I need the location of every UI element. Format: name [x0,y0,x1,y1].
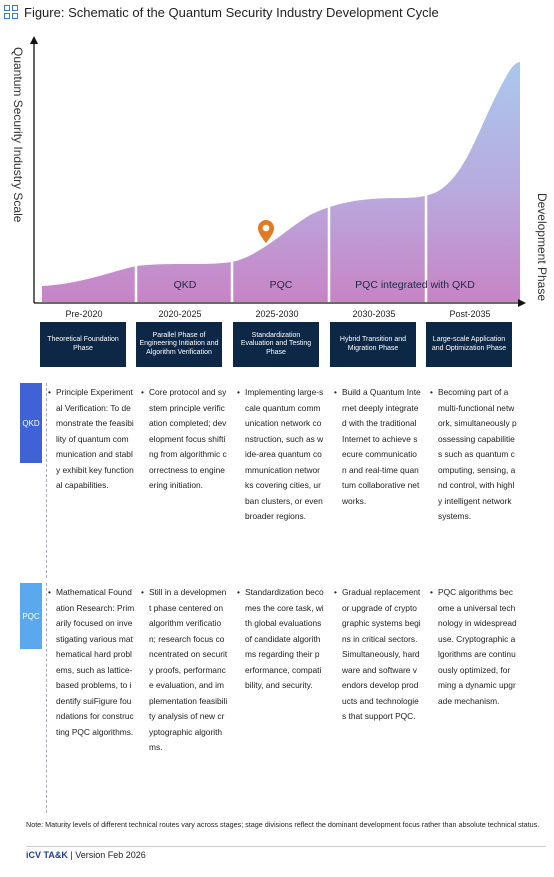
footer: iCV TA&K | Version Feb 2026 [26,850,146,860]
pqc-cell: Mathematical Foundation Research: Primar… [47,585,135,740]
qkd-cell: Core protocol and system principle verif… [140,385,228,494]
x-axis-label: Development Phase [535,192,549,302]
development-chart [30,36,526,307]
cell-text: Principle Experimental Verification: To … [48,385,135,494]
y-axis-arrow [30,36,38,44]
qkd-cell: Build a Quantum Internet deeply integrat… [333,385,421,509]
period-label: 2025-2030 [255,309,299,319]
y-axis-label: Quantum Security Industry Scale [11,47,25,223]
phase-box: Standardization Evaluation and Testing P… [233,322,319,367]
period-label: 2020-2025 [158,309,202,319]
phase-box: Theoretical Foundation Phase [40,322,126,367]
row-divider [46,583,47,813]
phase-dividers [134,150,428,302]
figure-title: Figure: Schematic of the Quantum Securit… [4,2,439,22]
industry-area [42,62,520,302]
row-tag-qkd: QKD [20,383,42,463]
cell-text: PQC algorithms become a universal techno… [430,585,517,709]
cell-text: Gradual replacement or upgrade of crypto… [334,585,421,725]
cell-text: Still in a development phase centered on… [141,585,228,756]
figure-title-text: Figure: Schematic of the Quantum Securit… [24,4,439,20]
phase-box: Hybrid Transition and Migration Phase [330,322,416,367]
qkd-cell: Becoming part of a multi-functional netw… [429,385,517,525]
pqc-cell: Standardization becomes the core task, w… [236,585,324,694]
cell-text: Implementing large-scale quantum communi… [237,385,324,525]
cell-text: Core protocol and system principle verif… [141,385,228,494]
location-pin-icon [258,220,274,243]
cell-text: Standardization becomes the core task, w… [237,585,324,694]
pqc-cell: Still in a development phase centered on… [140,585,228,756]
footer-separator: | [70,850,76,860]
period-label: 2030-2035 [352,309,396,319]
grid-icon [4,5,18,19]
footnote: Note: Maturity levels of different techn… [26,820,540,829]
phase-box: Parallel Phase of Engineering Initiation… [136,322,222,367]
area-label-qkd: QKD [173,279,197,291]
footer-brand: iCV TA&K [26,850,68,860]
row-tag-pqc: PQC [20,583,42,649]
pqc-cell: PQC algorithms become a universal techno… [429,585,517,709]
area-label-pqc: PQC [269,279,293,291]
footer-version: Version Feb 2026 [75,850,146,860]
cell-text: Mathematical Foundation Research: Primar… [48,585,135,740]
period-label: Post-2035 [449,309,491,319]
footer-divider [26,846,546,847]
area-label-pqc-qkd: PQC integrated with QKD [355,279,475,291]
phase-box: Large-scale Application and Optimization… [426,322,512,367]
qkd-cell: Principle Experimental Verification: To … [47,385,135,494]
qkd-cell: Implementing large-scale quantum communi… [236,385,324,525]
x-axis-arrow [518,299,526,307]
pqc-cell: Gradual replacement or upgrade of crypto… [333,585,421,725]
cell-text: Build a Quantum Internet deeply integrat… [334,385,421,509]
period-label: Pre-2020 [65,309,103,319]
row-divider [46,383,47,578]
cell-text: Becoming part of a multi-functional netw… [430,385,517,525]
